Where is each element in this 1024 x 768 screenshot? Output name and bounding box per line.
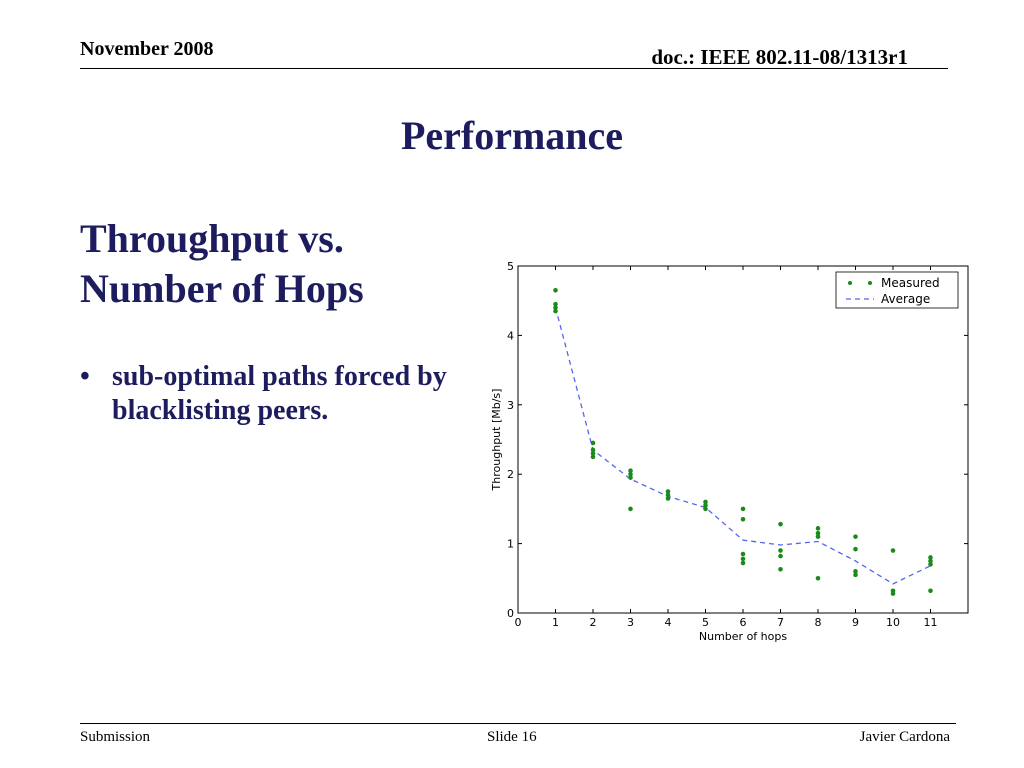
- measured-data-point: [703, 499, 708, 505]
- measured-data-point: [553, 287, 558, 293]
- x-tick-label: 8: [815, 616, 822, 629]
- y-tick-label: 0: [507, 607, 514, 620]
- measured-data-point: [553, 305, 558, 310]
- slide-title: Performance: [400, 113, 624, 158]
- bullet-marker: •: [80, 361, 90, 392]
- measured-data-point: [778, 548, 783, 553]
- footer-rule: [80, 723, 956, 724]
- x-tick-label: 0: [515, 616, 522, 629]
- y-axis-label: Throughput [Mb/s]: [490, 389, 503, 492]
- x-tick-label: 6: [740, 616, 747, 629]
- measured-data-point: [628, 468, 633, 474]
- measured-data-point: [778, 553, 783, 559]
- measured-data-point: [853, 572, 858, 578]
- header-rule: [80, 68, 948, 69]
- slide-subtitle: Throughput vs. Number of Hops: [80, 214, 364, 314]
- y-tick-label: 4: [507, 329, 514, 342]
- header-doc-id: doc.: IEEE 802.11-08/1313r1: [651, 45, 908, 69]
- measured-data-point: [665, 492, 671, 498]
- measured-data-point: [590, 447, 596, 453]
- header-date: November 2008: [80, 38, 214, 60]
- measured-data-point: [928, 562, 933, 567]
- legend-measured-marker: [848, 281, 852, 285]
- legend-measured-marker: [868, 281, 872, 285]
- measured-data-point: [703, 503, 708, 508]
- footer-slide-number: Slide 16: [487, 729, 537, 745]
- bullet-text: sub-optimal paths forced by blacklisting…: [112, 361, 447, 426]
- measured-data-point: [590, 440, 596, 446]
- measured-data-point: [553, 301, 558, 307]
- measured-data-point: [740, 506, 746, 512]
- measured-data-point: [740, 556, 746, 562]
- legend-measured-label: Measured: [881, 276, 940, 290]
- x-axis-label: Number of hops: [699, 630, 787, 643]
- subtitle-line-2: Number of Hops: [80, 266, 364, 311]
- x-tick-label: 9: [852, 616, 859, 629]
- measured-data-point: [890, 591, 896, 596]
- measured-data-point: [590, 451, 596, 456]
- x-tick-label: 7: [777, 616, 784, 629]
- x-tick-label: 2: [590, 616, 597, 629]
- measured-data-point: [740, 551, 746, 557]
- x-tick-label: 1: [552, 616, 559, 629]
- measured-data-point: [665, 489, 671, 494]
- average-series-line: [554, 307, 931, 585]
- y-tick-label: 2: [507, 468, 514, 481]
- measured-data-point: [853, 534, 858, 539]
- legend-box: [835, 271, 959, 309]
- measured-data-point: [740, 517, 746, 522]
- y-tick-label: 3: [507, 399, 514, 412]
- measured-data-point: [590, 454, 596, 460]
- measured-data-point: [628, 475, 633, 480]
- footer-submission: Submission: [80, 729, 151, 745]
- measured-data-point: [815, 530, 821, 536]
- measured-data-point: [778, 566, 783, 572]
- subtitle-line-1: Throughput vs.: [80, 216, 344, 261]
- measured-data-point: [928, 555, 933, 560]
- measured-data-point: [665, 496, 671, 501]
- measured-data-point: [890, 548, 896, 553]
- measured-data-point: [553, 308, 558, 314]
- measured-data-point: [628, 471, 633, 477]
- measured-data-point: [740, 560, 746, 566]
- bullet-item: • sub-optimal paths forced by blacklisti…: [80, 360, 450, 428]
- measured-data-point: [853, 569, 858, 574]
- throughput-chart: 0 1 2 3 4 5 6 7 8 9 10 11 0 1 2 3 4 5 Number of hops Throug…: [480, 258, 980, 653]
- measured-data-point: [778, 521, 783, 527]
- measured-data-point: [853, 546, 858, 552]
- x-tick-label: 11: [924, 616, 938, 629]
- measured-data-point: [928, 558, 933, 564]
- measured-data-point: [815, 576, 821, 581]
- x-tick-label: 10: [886, 616, 900, 629]
- measured-data-point: [703, 506, 708, 512]
- measured-data-point: [815, 534, 821, 539]
- measured-data-point: [815, 526, 821, 531]
- x-tick-label: 5: [702, 616, 709, 629]
- legend-average-label: Average: [881, 292, 930, 306]
- x-tick-label: 4: [665, 616, 672, 629]
- y-tick-label: 1: [507, 538, 514, 551]
- footer-author: Javier Cardona: [859, 729, 950, 745]
- measured-data-point: [928, 588, 933, 594]
- x-tick-label: 3: [627, 616, 634, 629]
- measured-data-point: [628, 506, 633, 512]
- y-tick-label: 5: [507, 260, 514, 273]
